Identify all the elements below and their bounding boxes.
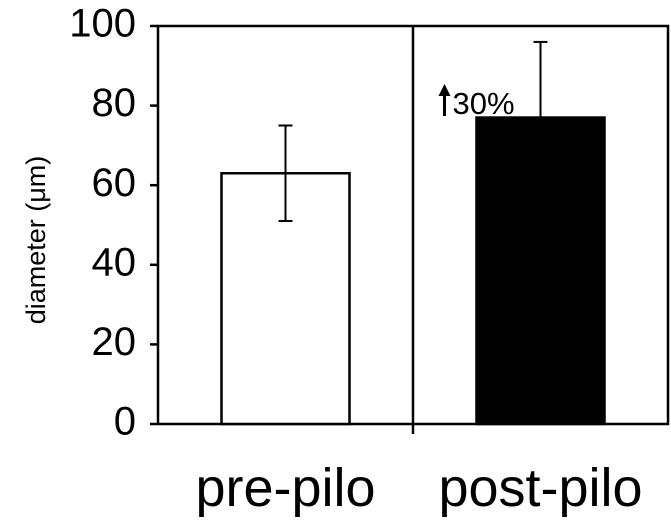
y-tick-label: 80 xyxy=(92,81,137,125)
x-category-label: post-pilo xyxy=(438,458,642,518)
y-axis-label: diameter (μm) xyxy=(21,156,51,325)
y-tick-label: 20 xyxy=(92,320,137,364)
y-tick-label: 100 xyxy=(69,2,136,46)
up-arrowhead-icon xyxy=(438,84,451,96)
y-tick-label: 60 xyxy=(92,161,137,205)
y-tick-label: 0 xyxy=(114,400,136,444)
x-category-label: pre-pilo xyxy=(195,458,375,518)
annotation-label: 30% xyxy=(453,86,515,121)
y-tick-label: 40 xyxy=(92,240,137,284)
